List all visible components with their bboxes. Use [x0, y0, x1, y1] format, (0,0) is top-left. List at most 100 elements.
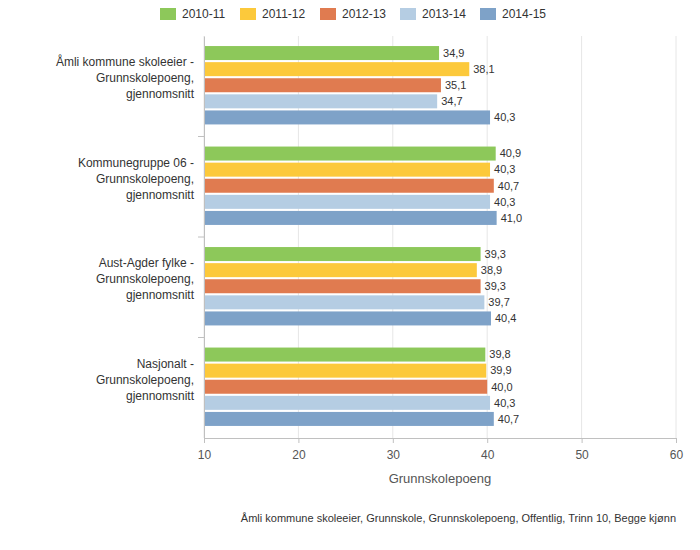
x-axis-line	[205, 438, 677, 439]
grid	[204, 36, 676, 438]
bar	[204, 263, 477, 277]
data-label: 40,3	[494, 163, 515, 175]
bar	[204, 311, 491, 325]
y-axis: Åmli kommune skoleeier -Grunnskolepoeng,…	[56, 37, 205, 439]
x-tick-label: 20	[292, 448, 306, 462]
y-axis-line	[204, 37, 205, 439]
y-tick: Åmli kommune skoleeier -Grunnskolepoeng,…	[56, 54, 204, 101]
x-axis: 10 20 30 40 50 60	[198, 438, 684, 462]
chart: 34,9 40,9 39,3 39,8 38,1 40,3 38,9 39,9 35,1 40,7…	[0, 0, 700, 550]
data-label: 39,7	[488, 296, 509, 308]
x-tick-mark	[582, 438, 583, 443]
data-label: 40,7	[498, 413, 519, 425]
data-label: 35,1	[445, 79, 466, 91]
grid-line	[581, 36, 582, 438]
y-tick-label: Nasjonalt -Grunnskolepoeng,gjennomsnitt	[96, 357, 195, 403]
bar	[204, 396, 490, 410]
bar	[204, 46, 439, 60]
data-label: 40,9	[500, 147, 521, 159]
legend-item: 2011-12	[240, 7, 305, 21]
bar	[204, 179, 494, 193]
legend-item: 2012-13	[320, 7, 386, 21]
x-tick: 60	[670, 438, 684, 462]
bar	[204, 147, 496, 161]
x-tick-label: 30	[387, 448, 401, 462]
x-tick-label: 40	[481, 448, 495, 462]
x-tick: 50	[575, 438, 589, 462]
data-labels: 34,9 40,9 39,3 39,8 38,1 40,3 38,9 39,9 35,1 40,7…	[441, 47, 522, 425]
x-tick: 30	[387, 438, 401, 462]
legend-swatch	[320, 8, 336, 20]
data-label: 40,3	[494, 397, 515, 409]
x-tick: 10	[198, 438, 212, 462]
data-label: 41,0	[501, 212, 522, 224]
data-label: 34,7	[441, 95, 462, 107]
x-tick-mark	[487, 438, 488, 443]
data-label: 40,3	[494, 196, 515, 208]
legend-label: 2012-13	[342, 7, 386, 21]
y-tick: Kommunegruppe 06 -Grunnskolepoeng,gjenno…	[78, 156, 204, 202]
grid-line	[676, 36, 677, 438]
legend: 2010-11 2011-12 2012-13 2013-14 2014-15	[160, 7, 546, 21]
y-tick: Aust-Agder fylke -Grunnskolepoeng,gjenno…	[96, 256, 204, 302]
bar	[204, 380, 487, 394]
data-label: 40,4	[495, 312, 516, 324]
bar	[204, 247, 481, 261]
x-tick-label: 10	[198, 448, 212, 462]
category-separator	[198, 136, 204, 137]
bar	[204, 348, 485, 362]
x-tick-mark	[676, 438, 677, 443]
legend-label: 2013-14	[422, 7, 466, 21]
y-tick-label: Åmli kommune skoleeier -Grunnskolepoeng,…	[56, 54, 195, 101]
bars	[204, 46, 497, 426]
x-tick: 20	[292, 438, 306, 462]
bar	[204, 94, 437, 108]
data-label: 39,3	[485, 248, 506, 260]
data-label: 40,3	[494, 111, 515, 123]
data-label: 39,3	[485, 280, 506, 292]
legend-label: 2014-15	[502, 7, 546, 21]
footnote: Åmli kommune skoleeier, Grunnskole, Grun…	[241, 512, 676, 524]
y-tick-label: Aust-Agder fylke -Grunnskolepoeng,gjenno…	[96, 256, 195, 302]
x-tick-label: 50	[575, 448, 589, 462]
data-label: 39,8	[489, 348, 510, 360]
legend-item: 2013-14	[400, 7, 466, 21]
bar	[204, 211, 497, 225]
data-label: 38,1	[473, 63, 494, 75]
x-tick: 40	[481, 438, 495, 462]
x-tick-mark	[204, 438, 205, 443]
x-tick-label: 60	[670, 448, 684, 462]
data-label: 40,0	[491, 381, 512, 393]
bar	[204, 295, 484, 309]
legend-item: 2014-15	[480, 7, 546, 21]
category-separator	[198, 337, 204, 338]
legend-swatch	[400, 8, 416, 20]
legend-label: 2011-12	[262, 7, 305, 21]
bar	[204, 78, 441, 92]
legend-swatch	[160, 8, 176, 20]
bar	[204, 62, 469, 76]
data-label: 40,7	[498, 180, 519, 192]
category-separator	[198, 237, 204, 238]
legend-swatch	[240, 8, 256, 20]
category-separators	[198, 137, 204, 338]
bar	[204, 195, 490, 209]
legend-label: 2010-11	[182, 7, 225, 21]
legend-swatch	[480, 8, 496, 20]
data-label: 34,9	[443, 47, 464, 59]
x-tick-mark	[393, 438, 394, 443]
plot-area: 34,9 40,9 39,3 39,8 38,1 40,3 38,9 39,9 35,1 40,7…	[56, 36, 684, 486]
data-label: 39,9	[490, 364, 511, 376]
bar	[204, 364, 486, 378]
x-axis-title: Grunnskolepoeng	[389, 471, 492, 486]
y-tick: Nasjonalt -Grunnskolepoeng,gjennomsnitt	[96, 357, 204, 403]
data-label: 38,9	[481, 264, 502, 276]
bar	[204, 163, 490, 177]
legend-item: 2010-11	[160, 7, 225, 21]
bar	[204, 110, 490, 124]
x-tick-mark	[298, 438, 299, 443]
bar	[204, 279, 481, 293]
y-tick-label: Kommunegruppe 06 -Grunnskolepoeng,gjenno…	[78, 156, 195, 202]
bar	[204, 412, 494, 426]
grid-line	[487, 36, 488, 438]
